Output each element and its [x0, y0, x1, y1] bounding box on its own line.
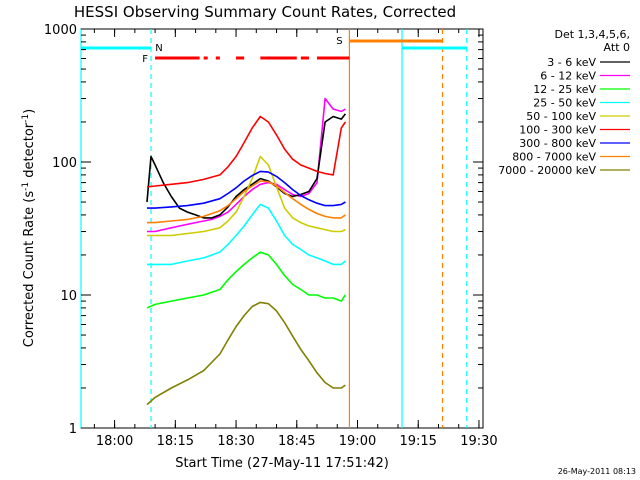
y-axis-label: Corrected Count Rate (s-1 detector-1): [21, 109, 37, 347]
flag-bars: N S F: [81, 36, 467, 65]
series-layer: [146, 97, 347, 406]
y-tick-label: 1: [69, 422, 77, 437]
date-stamp: 26-May-2011 08:13: [558, 467, 636, 476]
x-tick-label: 19:30: [460, 434, 497, 449]
series-line: [147, 170, 346, 209]
y-axis-label-mid: detector: [22, 122, 37, 182]
x-tick-label: 18:30: [217, 434, 254, 449]
series-line: [146, 113, 347, 219]
legend-label: 7000 - 20000 keV: [498, 164, 596, 177]
flag-label: N: [155, 43, 162, 54]
series-line: [146, 115, 347, 188]
legend-header-2: Att 0: [604, 41, 630, 54]
y-axis-label-sup1: -1: [21, 182, 31, 191]
legend-label: 800 - 7000 keV: [512, 151, 596, 164]
series-line: [146, 301, 346, 406]
x-axis: 18:00 18:15 18:30 18:45 19:00 19:15 19:30: [93, 29, 498, 449]
legend-label: 100 - 300 keV: [519, 124, 596, 137]
y-axis: 1 10 100 1000: [44, 23, 483, 437]
legend-label: 50 - 100 keV: [526, 110, 596, 123]
interval-markers: [80, 29, 468, 428]
x-tick-label: 18:45: [278, 434, 315, 449]
series-line: [147, 155, 346, 237]
series-line: [147, 203, 346, 266]
legend-label: 300 - 800 keV: [519, 137, 596, 150]
legend-header-1: Det 1,3,4,5,6,: [554, 28, 630, 41]
series-line: [147, 97, 346, 233]
x-tick-label: 18:15: [157, 434, 194, 449]
flag-label: F: [142, 54, 148, 65]
legend-label: 12 - 25 keV: [533, 83, 596, 96]
legend-label: 6 - 12 keV: [540, 70, 596, 83]
series-line: [146, 251, 347, 309]
x-axis-label: Start Time (27-May-11 17:51:42): [175, 456, 389, 471]
y-axis-label-main: Corrected Count Rate (s: [22, 191, 37, 348]
x-tick-label: 19:15: [399, 434, 436, 449]
chart-title: HESSI Observing Summary Count Rates, Cor…: [74, 3, 456, 21]
series-line: [147, 180, 346, 224]
y-tick-label: 10: [60, 289, 77, 304]
flag-label: S: [336, 36, 342, 47]
y-tick-label: 100: [52, 156, 77, 171]
y-tick-label: 1000: [44, 23, 77, 38]
legend-label: 3 - 6 keV: [547, 56, 596, 69]
plot-frame: [80, 28, 484, 429]
x-tick-label: 18:00: [96, 434, 133, 449]
y-axis-label-sup2: -1: [21, 114, 31, 123]
legend-label: 25 - 50 keV: [533, 97, 596, 110]
y-axis-label-end: ): [22, 109, 37, 114]
x-tick-label: 19:00: [339, 434, 376, 449]
